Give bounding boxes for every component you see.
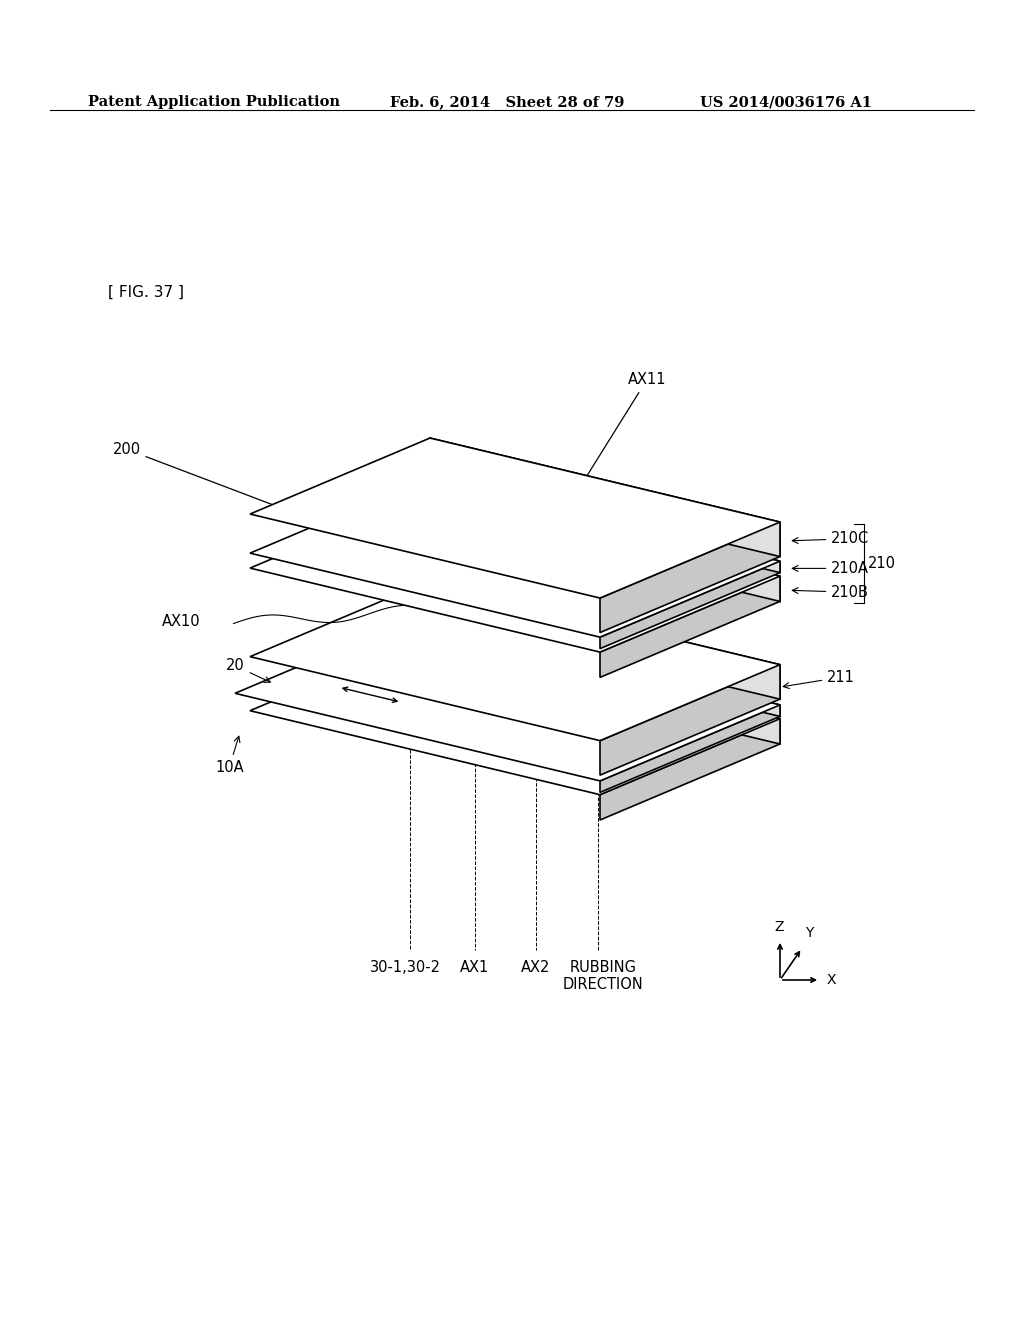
- Text: 200: 200: [113, 442, 289, 512]
- Text: 10A: 10A: [215, 737, 244, 775]
- Text: RUBBING
DIRECTION: RUBBING DIRECTION: [563, 960, 644, 993]
- Polygon shape: [600, 576, 780, 677]
- Polygon shape: [600, 561, 780, 648]
- Text: 20: 20: [226, 659, 270, 682]
- Text: Patent Application Publication: Patent Application Publication: [88, 95, 340, 110]
- Text: 30-1,30-2: 30-1,30-2: [370, 960, 440, 975]
- Polygon shape: [250, 492, 780, 652]
- Text: AX11: AX11: [560, 372, 666, 519]
- Text: AX1: AX1: [460, 960, 489, 975]
- Polygon shape: [600, 521, 780, 632]
- Polygon shape: [250, 477, 780, 638]
- Text: Z: Z: [774, 920, 783, 935]
- Polygon shape: [600, 665, 780, 775]
- Polygon shape: [430, 581, 780, 700]
- Polygon shape: [600, 718, 780, 820]
- Polygon shape: [415, 618, 780, 717]
- Polygon shape: [430, 477, 780, 573]
- Text: 210A: 210A: [793, 561, 869, 576]
- Polygon shape: [430, 635, 780, 744]
- Polygon shape: [250, 635, 780, 795]
- Text: 210B: 210B: [793, 585, 869, 599]
- Text: AX10: AX10: [162, 614, 200, 630]
- Polygon shape: [234, 618, 780, 781]
- Text: Feb. 6, 2014   Sheet 28 of 79: Feb. 6, 2014 Sheet 28 of 79: [390, 95, 625, 110]
- Text: 210: 210: [868, 556, 896, 570]
- Text: 211: 211: [783, 669, 855, 689]
- Polygon shape: [600, 705, 780, 792]
- Text: X: X: [827, 973, 837, 987]
- Text: [ FIG. 37 ]: [ FIG. 37 ]: [108, 285, 184, 300]
- Text: 210C: 210C: [793, 531, 869, 546]
- Polygon shape: [430, 438, 780, 557]
- Text: AX2: AX2: [521, 960, 550, 975]
- Text: US 2014/0036176 A1: US 2014/0036176 A1: [700, 95, 872, 110]
- Polygon shape: [250, 581, 780, 741]
- Text: Y: Y: [805, 927, 813, 940]
- Polygon shape: [430, 492, 780, 602]
- Polygon shape: [250, 438, 780, 598]
